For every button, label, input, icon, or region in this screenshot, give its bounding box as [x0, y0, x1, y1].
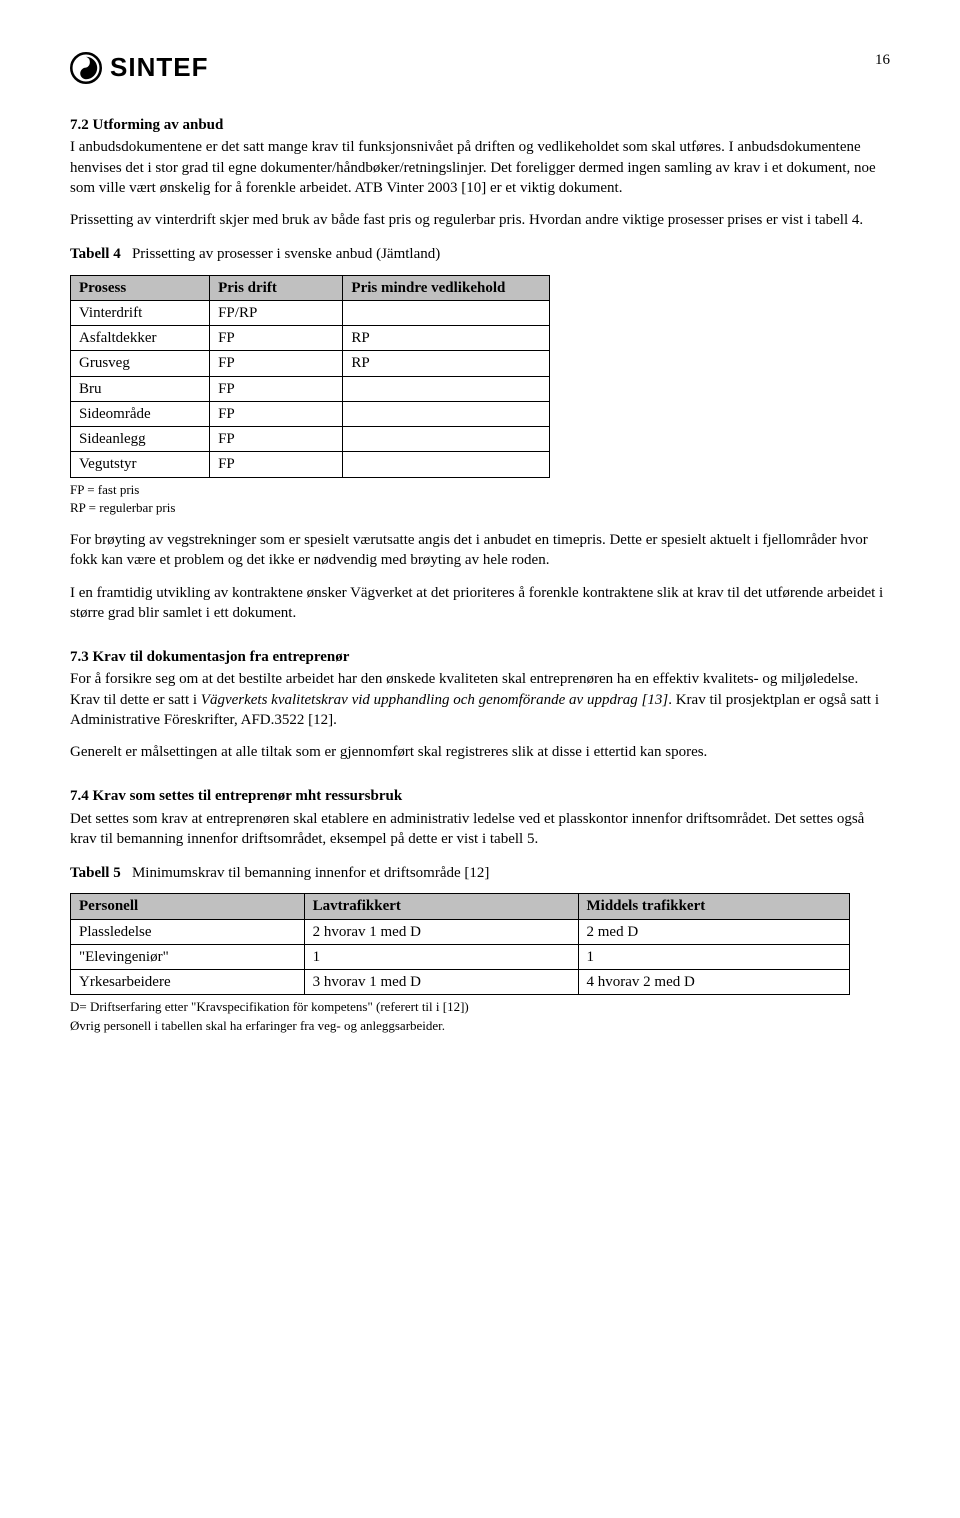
table-header-row: Personell Lavtrafikkert Middels trafikke… — [71, 894, 850, 919]
page-number: 16 — [875, 50, 890, 70]
table-row: SideområdeFP — [71, 401, 550, 426]
table-row: AsfaltdekkerFPRP — [71, 326, 550, 351]
table5: Personell Lavtrafikkert Middels trafikke… — [70, 893, 850, 995]
table5-label: Tabell 5 — [70, 865, 121, 881]
col-header: Pris mindre vedlikehold — [343, 275, 550, 300]
para-after-t4-b: I en framtidig utvikling av kontraktene … — [70, 583, 890, 624]
table-row: VegutstyrFP — [71, 452, 550, 477]
col-header: Pris drift — [210, 275, 343, 300]
table-header-row: Prosess Pris drift Pris mindre vedlikeho… — [71, 275, 550, 300]
table-row: GrusvegFPRP — [71, 351, 550, 376]
page-header: SINTEF 16 — [70, 50, 890, 85]
table-row: SideanleggFP — [71, 427, 550, 452]
table-row: Yrkesarbeidere3 hvorav 1 med D4 hvorav 2… — [71, 970, 850, 995]
para-7-2-b: Prissetting av vinterdrift skjer med bru… — [70, 210, 890, 230]
table-row: "Elevingeniør"11 — [71, 944, 850, 969]
table4-label: Tabell 4 — [70, 246, 121, 262]
para-7-3-italic: Vägverkets kvalitetskrav vid upphandling… — [201, 692, 668, 708]
heading-7-2: 7.2 Utforming av anbud — [70, 115, 890, 135]
col-header: Prosess — [71, 275, 210, 300]
table5-note1: D= Driftserfaring etter "Kravspecifikati… — [70, 999, 890, 1015]
col-header: Personell — [71, 894, 305, 919]
para-7-2-a: I anbudsdokumentene er det satt mange kr… — [70, 137, 890, 198]
table4-caption: Tabell 4 Prissetting av prosesser i sven… — [70, 244, 890, 264]
table4-caption-text: Prissetting av prosesser i svenske anbud… — [132, 246, 440, 262]
para-7-4: Det settes som krav at entreprenøren ska… — [70, 809, 890, 850]
table-row: BruFP — [71, 376, 550, 401]
sintef-logo: SINTEF — [70, 50, 208, 85]
logo-text: SINTEF — [110, 50, 208, 85]
para-7-3-c: Generelt er målsettingen at alle tiltak … — [70, 742, 890, 762]
col-header: Middels trafikkert — [578, 894, 850, 919]
table5-caption-text: Minimumskrav til bemanning innenfor et d… — [132, 865, 489, 881]
heading-7-4: 7.4 Krav som settes til entreprenør mht … — [70, 786, 890, 806]
para-7-3: For å forsikre seg om at det bestilte ar… — [70, 669, 890, 730]
table4: Prosess Pris drift Pris mindre vedlikeho… — [70, 275, 550, 478]
table-row: VinterdriftFP/RP — [71, 300, 550, 325]
table5-note2: Øvrig personell i tabellen skal ha erfar… — [70, 1018, 890, 1034]
table5-caption: Tabell 5 Minimumskrav til bemanning inne… — [70, 863, 890, 883]
table4-note2: RP = regulerbar pris — [70, 500, 890, 516]
logo-icon — [70, 52, 102, 84]
col-header: Lavtrafikkert — [304, 894, 578, 919]
heading-7-3: 7.3 Krav til dokumentasjon fra entrepren… — [70, 647, 890, 667]
table-row: Plassledelse2 hvorav 1 med D2 med D — [71, 919, 850, 944]
table4-note1: FP = fast pris — [70, 482, 890, 498]
para-after-t4-a: For brøyting av vegstrekninger som er sp… — [70, 530, 890, 571]
